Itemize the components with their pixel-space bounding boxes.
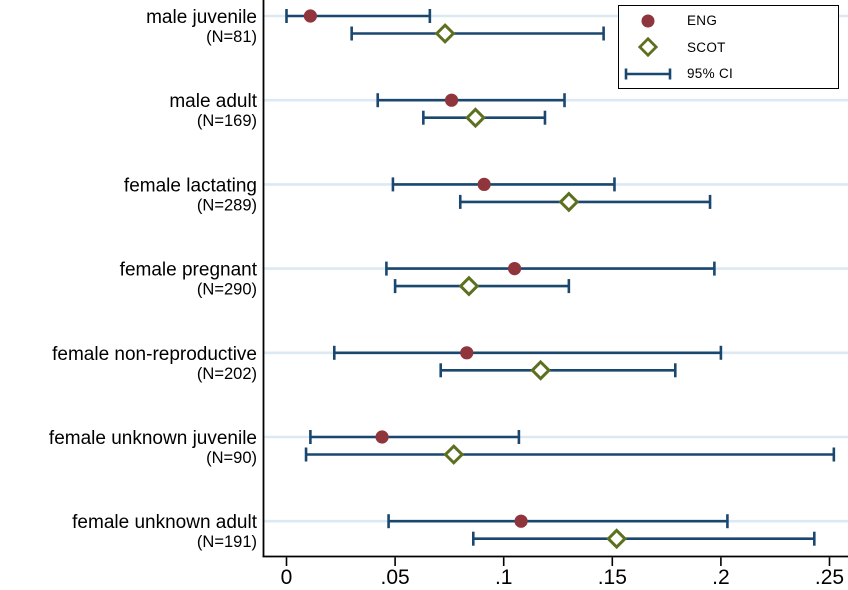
- scot-point-marker: [530, 359, 552, 381]
- scot-diamond-icon: [619, 37, 677, 57]
- category-label: male adult: [169, 91, 257, 112]
- eng-point-marker: [444, 93, 459, 107]
- eng-point-marker: [375, 430, 389, 444]
- category-label: female unknown adult: [72, 512, 258, 533]
- scot-point-marker: [434, 23, 456, 44]
- legend-item-ci: 95% CI: [619, 62, 838, 86]
- x-tick-label: .25: [815, 566, 844, 589]
- legend-label-scot: SCOT: [687, 39, 726, 55]
- x-tick-label: .15: [598, 566, 627, 589]
- eng-point-marker: [460, 346, 474, 360]
- x-tick-label: 0: [281, 566, 293, 589]
- eng-point-marker: [303, 9, 317, 23]
- eng-point-marker: [514, 514, 528, 528]
- scot-point-marker: [558, 191, 580, 213]
- legend: ENG SCOT 95% CI: [618, 5, 839, 89]
- legend-item-eng: ENG: [619, 9, 838, 33]
- category-label: male juvenile: [146, 7, 257, 28]
- eng-point-marker: [507, 262, 522, 276]
- x-tick-label: .2: [712, 566, 730, 589]
- legend-label-eng: ENG: [687, 13, 718, 28]
- category-n-label: (N=290): [197, 281, 257, 299]
- x-tick-label: .1: [495, 566, 513, 589]
- category-n-label: (N=81): [206, 28, 257, 46]
- category-label: female unknown juvenile: [49, 428, 257, 449]
- category-n-label: (N=191): [197, 533, 257, 551]
- category-n-label: (N=202): [197, 365, 257, 383]
- scot-point-marker: [443, 444, 465, 465]
- legend-label-ci: 95% CI: [687, 66, 734, 81]
- eng-circle-icon: [619, 12, 677, 30]
- x-tick-label: .05: [380, 566, 409, 589]
- eng-point-marker: [477, 177, 491, 191]
- category-n-label: (N=289): [197, 196, 257, 214]
- scot-point-marker: [606, 528, 628, 550]
- legend-item-scot: SCOT: [619, 35, 838, 59]
- category-n-label: (N=169): [197, 112, 257, 130]
- ci-line-icon: [619, 66, 677, 82]
- scot-point-marker: [458, 275, 480, 297]
- category-n-label: (N=90): [206, 449, 257, 467]
- category-label: female lactating: [124, 175, 257, 196]
- category-label: female pregnant: [120, 260, 258, 281]
- category-label: female non-reproductive: [52, 344, 257, 365]
- scot-point-marker: [465, 107, 486, 129]
